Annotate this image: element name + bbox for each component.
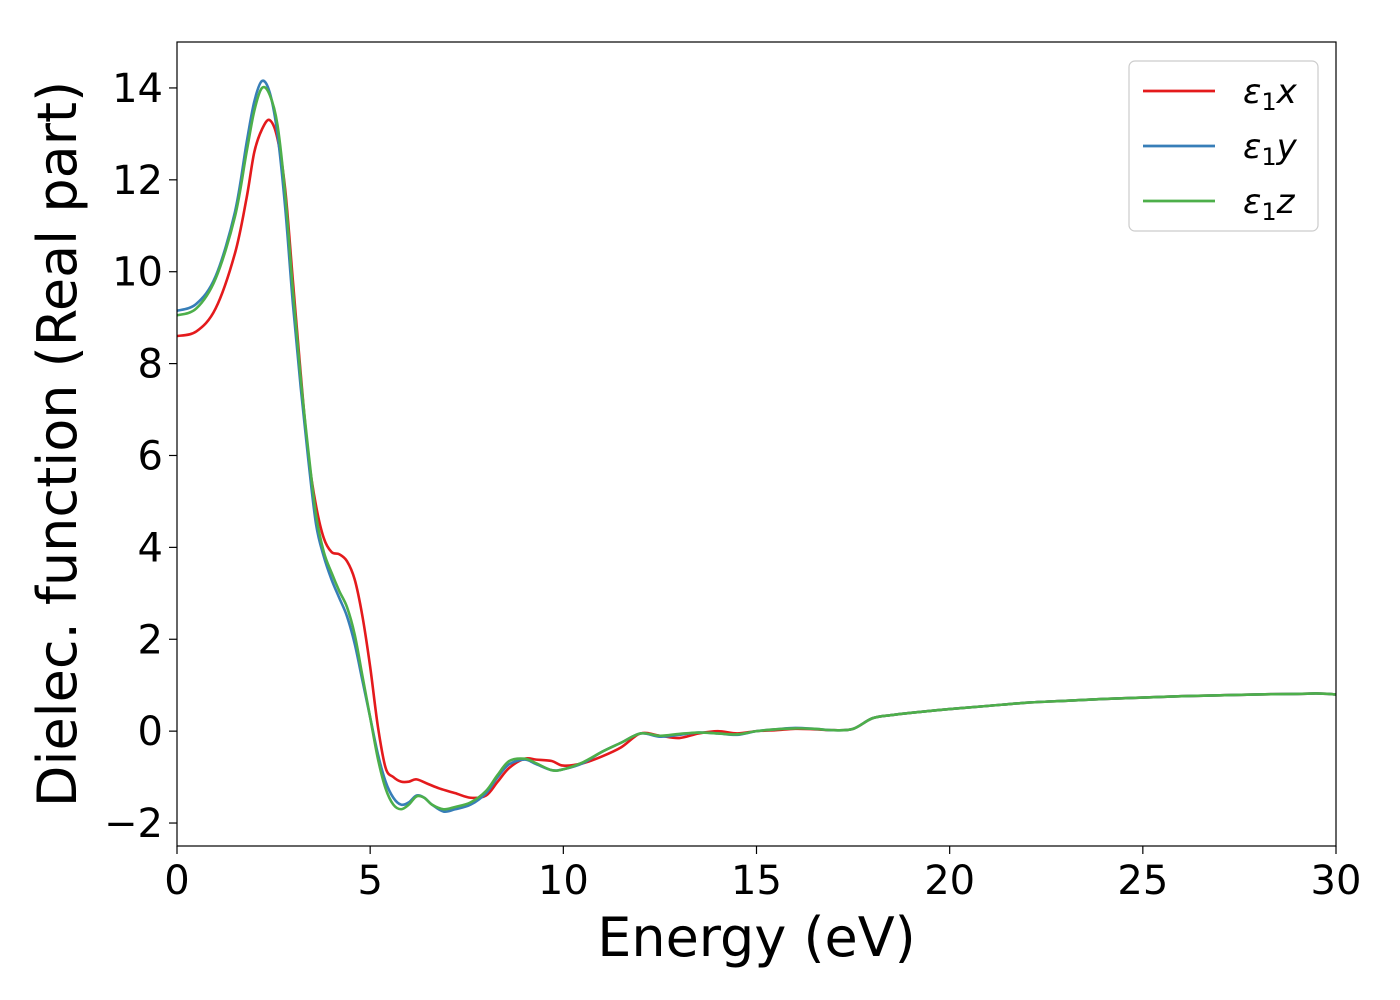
plot-series-group (177, 79, 1336, 814)
y-tick-label: −2 (104, 801, 163, 847)
x-tick-label: 10 (538, 858, 589, 904)
legend-label-z: ε1z (1243, 182, 1296, 226)
x-tick-label: 0 (164, 858, 189, 904)
x-tick-label: 25 (1117, 858, 1168, 904)
y-tick-label: 10 (112, 250, 163, 296)
y-tick-label: 4 (138, 525, 163, 571)
y-tick-label: 14 (112, 66, 163, 112)
legend: ε1x ε1y ε1z (1128, 60, 1319, 232)
x-tick-label: 20 (924, 858, 975, 904)
x-tick-label: 15 (731, 858, 782, 904)
series-line-z (177, 85, 1336, 811)
legend-label-x: ε1x (1243, 72, 1298, 116)
y-tick-label: 2 (138, 617, 163, 663)
y-axis-ticks: −2 0 2 4 6 8 10 12 14 (104, 66, 177, 847)
legend-box (1128, 60, 1319, 232)
y-axis-label: Dielec. function (Real part) (26, 81, 89, 807)
legend-label-y: ε1y (1243, 127, 1298, 171)
y-tick-label: 0 (138, 709, 163, 755)
y-tick-label: 6 (138, 433, 163, 479)
x-axis-label: Energy (eV) (597, 906, 916, 969)
x-axis-ticks: 0 5 10 15 20 25 30 (164, 846, 1361, 904)
x-tick-label: 30 (1311, 858, 1362, 904)
x-tick-label: 5 (357, 858, 382, 904)
y-tick-label: 12 (112, 158, 163, 204)
y-tick-label: 8 (138, 342, 163, 388)
